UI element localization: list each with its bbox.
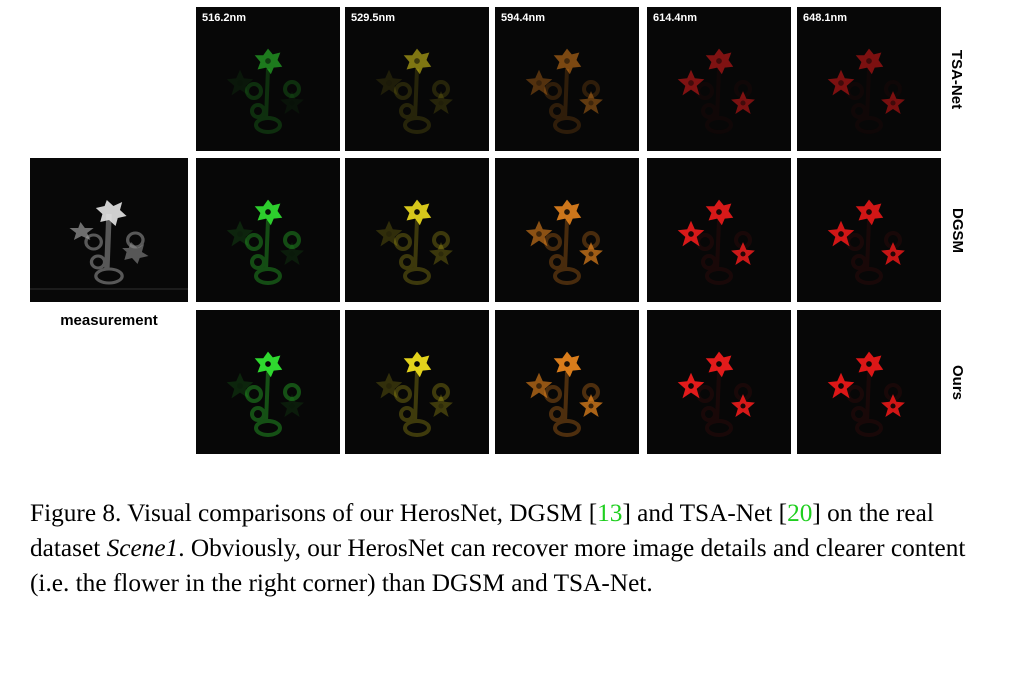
- tile-dgsm-516: [196, 158, 340, 302]
- reconstruction-image: [226, 351, 304, 437]
- flower-shape: [579, 91, 603, 115]
- reconstruction-image: [375, 351, 453, 437]
- reconstruction-image: [827, 351, 905, 437]
- flower-shape: [226, 69, 254, 96]
- reconstruction-image: [226, 199, 304, 285]
- tile-ours-516: [196, 310, 340, 454]
- tile-dgsm-648: [797, 158, 941, 302]
- dataset-name: Scene1: [106, 534, 179, 562]
- row-label-ours: Ours: [948, 364, 966, 400]
- tile-tsanet-648: 648.1nm: [797, 7, 941, 151]
- reconstruction-image: [226, 48, 304, 134]
- reconstruction-image: [827, 48, 905, 134]
- flower-shape: [280, 242, 304, 266]
- flower-shape: [525, 69, 553, 96]
- wavelength-label: 529.5nm: [351, 12, 396, 24]
- tile-tsanet-516: 516.2nm: [196, 7, 340, 151]
- measurement-label: measurement: [60, 312, 158, 329]
- reconstruction-image: [525, 351, 603, 437]
- wavelength-label: 516.2nm: [202, 12, 247, 24]
- flower-shape: [429, 394, 453, 418]
- reconstruction-image: [677, 48, 755, 134]
- tile-ours-529: [345, 310, 489, 454]
- reconstruction-image: [827, 199, 905, 285]
- tile-ours-614: [647, 310, 791, 454]
- flower-shape: [226, 372, 254, 399]
- flower-shape: [226, 220, 254, 247]
- flower-shape: [375, 372, 403, 399]
- reconstruction-image: [375, 48, 453, 134]
- tile-ours-648: [797, 310, 941, 454]
- flower-shape: [375, 69, 403, 96]
- tile-dgsm-614: [647, 158, 791, 302]
- measurement-image: [30, 158, 188, 302]
- citation-link[interactable]: 20: [787, 499, 813, 527]
- tile-dgsm-529: [345, 158, 489, 302]
- tile-tsanet-529: 529.5nm: [345, 7, 489, 151]
- tile-dgsm-594: [495, 158, 639, 302]
- flower-shape: [429, 91, 453, 115]
- reconstruction-image: [375, 199, 453, 285]
- figure-caption: Figure 8. Visual comparisons of our Hero…: [30, 499, 966, 597]
- citation-link[interactable]: 13: [597, 499, 623, 527]
- reconstruction-image: [677, 199, 755, 285]
- row-label-tsanet: TSA-Net: [948, 49, 966, 109]
- wavelength-label: 594.4nm: [501, 12, 546, 24]
- reconstruction-image: [525, 48, 603, 134]
- reconstruction-image: [525, 199, 603, 285]
- wavelength-label: 648.1nm: [803, 12, 848, 24]
- tile-tsanet-614: 614.4nm: [647, 7, 791, 151]
- flower-shape: [429, 242, 453, 266]
- tile-ours-594: [495, 310, 639, 454]
- reconstruction-image: [677, 351, 755, 437]
- flower-shape: [280, 91, 304, 115]
- flower-shape: [280, 394, 304, 418]
- flower-shape: [375, 220, 403, 247]
- measurement-scene: [30, 200, 188, 290]
- tile-tsanet-594: 594.4nm: [495, 7, 639, 151]
- row-label-dgsm: DGSM: [948, 207, 966, 253]
- wavelength-label: 614.4nm: [653, 12, 698, 24]
